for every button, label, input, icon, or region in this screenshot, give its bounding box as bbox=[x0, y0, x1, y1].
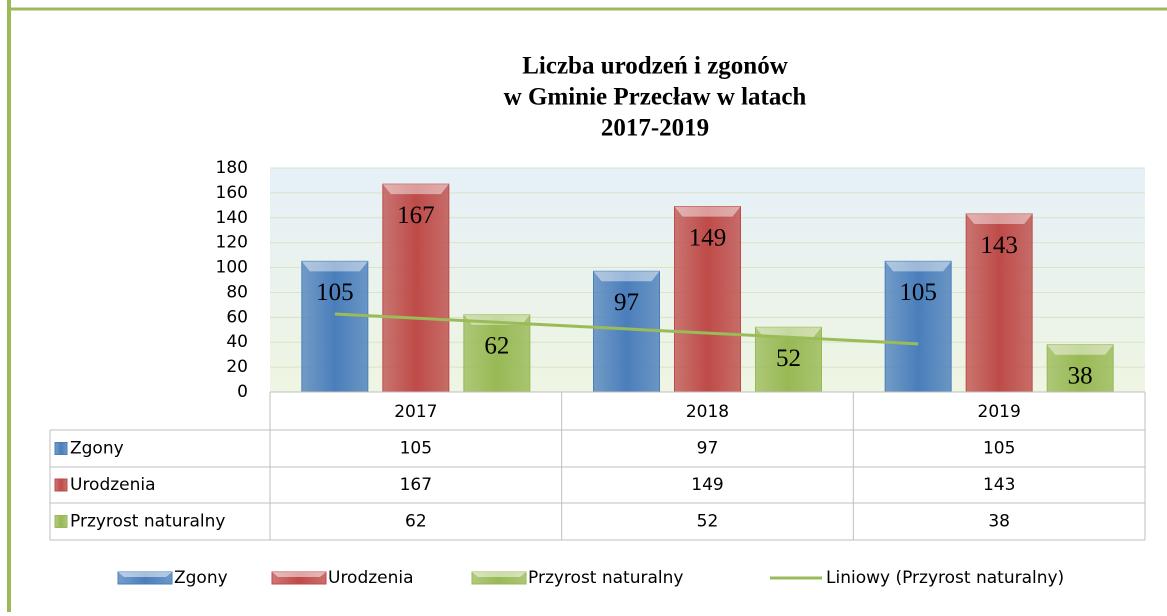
table-cell: 105 bbox=[400, 439, 432, 459]
table-cell: 105 bbox=[983, 439, 1015, 459]
bar bbox=[884, 260, 952, 393]
data-label: 105 bbox=[316, 279, 354, 306]
y-tick-label: 180 bbox=[216, 158, 248, 178]
bar-bevel bbox=[593, 271, 660, 282]
x-tick-label: 2019 bbox=[978, 402, 1021, 422]
bar-bevel bbox=[885, 261, 952, 272]
y-tick-label: 20 bbox=[226, 357, 248, 377]
legend-label: Liniowy (Przyrost naturalny) bbox=[826, 568, 1064, 588]
table-cell: 62 bbox=[405, 512, 427, 532]
table-cell: 52 bbox=[697, 512, 719, 532]
table-row-label: Urodzenia bbox=[70, 475, 156, 495]
bar-bevel bbox=[755, 327, 822, 338]
y-tick-label: 160 bbox=[216, 183, 248, 203]
data-label: 149 bbox=[689, 224, 727, 251]
table-cell: 149 bbox=[691, 475, 723, 495]
y-tick-label: 140 bbox=[216, 208, 248, 228]
bar bbox=[382, 183, 450, 393]
legend-bevel bbox=[272, 572, 326, 577]
x-tick-label: 2018 bbox=[686, 402, 729, 422]
bar-body bbox=[884, 260, 952, 393]
table-cell: 97 bbox=[697, 439, 719, 459]
bar-body bbox=[382, 183, 450, 393]
data-label: 167 bbox=[397, 202, 435, 229]
bar-bevel bbox=[382, 184, 449, 195]
data-label: 38 bbox=[1068, 362, 1093, 389]
table-swatch bbox=[54, 442, 68, 455]
trendline bbox=[334, 312, 919, 346]
data-label: 97 bbox=[614, 289, 639, 316]
legend-label: Przyrost naturalny bbox=[528, 568, 683, 588]
bar bbox=[965, 213, 1033, 393]
y-tick-label: 120 bbox=[216, 233, 248, 253]
bar bbox=[674, 206, 741, 393]
data-label: 105 bbox=[899, 279, 937, 306]
bar bbox=[301, 260, 369, 393]
bar-bevel bbox=[301, 261, 368, 272]
table-cell: 38 bbox=[988, 512, 1010, 532]
chart-title: Liczba urodzeń i zgonów bbox=[522, 53, 788, 80]
y-tick-label: 100 bbox=[216, 258, 248, 278]
chart-title: 2017-2019 bbox=[601, 115, 709, 142]
bar bbox=[593, 270, 660, 393]
x-tick-label: 2017 bbox=[394, 402, 437, 422]
y-tick-label: 80 bbox=[226, 282, 248, 302]
table-swatch bbox=[54, 478, 68, 492]
y-tick-label: 0 bbox=[237, 382, 248, 402]
legend-bevel bbox=[118, 572, 172, 577]
bar-body bbox=[1046, 344, 1114, 393]
data-label: 62 bbox=[484, 333, 509, 360]
bar bbox=[1046, 344, 1114, 393]
chart-title: w Gminie Przecław w latach bbox=[504, 84, 807, 111]
data-label: 143 bbox=[980, 232, 1018, 259]
legend-label: Zgony bbox=[174, 568, 228, 588]
table-row-label: Zgony bbox=[70, 439, 124, 459]
y-tick-label: 40 bbox=[226, 332, 248, 352]
bar-body bbox=[301, 260, 369, 393]
data-label: 52 bbox=[776, 345, 801, 372]
bar-bevel bbox=[1047, 344, 1114, 355]
legend-label: Urodzenia bbox=[328, 568, 414, 588]
bar-bevel bbox=[674, 206, 741, 217]
table-row-label: Przyrost naturalny bbox=[70, 512, 225, 532]
table-cell: 167 bbox=[400, 475, 432, 495]
bar-bevel bbox=[966, 214, 1033, 225]
bar bbox=[755, 326, 822, 393]
legend-bevel bbox=[472, 572, 526, 577]
y-tick-label: 60 bbox=[226, 307, 248, 327]
bar-body bbox=[674, 206, 741, 393]
bar-body bbox=[463, 314, 531, 393]
table-cell: 143 bbox=[983, 475, 1015, 495]
table-swatch bbox=[54, 515, 68, 528]
bar-body bbox=[965, 213, 1033, 393]
